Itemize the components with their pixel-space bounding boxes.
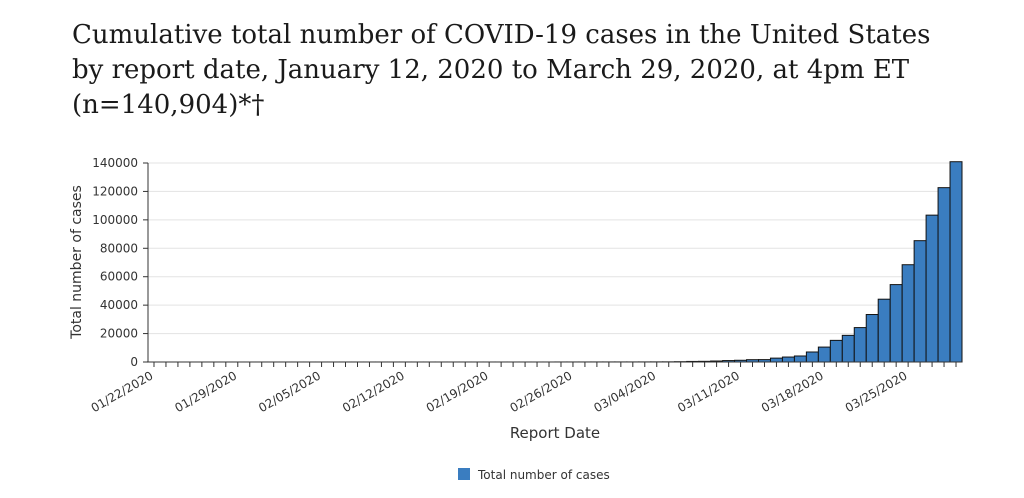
bar bbox=[865, 314, 879, 363]
bar bbox=[781, 356, 795, 363]
y-tick-label: 60000 bbox=[100, 270, 138, 284]
x-tick-label: 03/25/2020 bbox=[843, 368, 910, 415]
bar bbox=[841, 334, 855, 363]
y-tick-label: 120000 bbox=[92, 184, 138, 198]
bar bbox=[853, 327, 867, 363]
y-tick-label: 40000 bbox=[100, 298, 138, 312]
x-tick-label: 02/05/2020 bbox=[256, 368, 323, 415]
y-tick-label: 0 bbox=[130, 355, 138, 369]
bar bbox=[913, 240, 927, 363]
x-axis-label: Report Date bbox=[510, 424, 600, 442]
bar bbox=[829, 339, 843, 363]
chart-title: Cumulative total number of COVID-19 case… bbox=[72, 20, 931, 120]
legend-label: Total number of cases bbox=[477, 468, 610, 482]
y-axis-label: Total number of cases bbox=[69, 185, 85, 340]
bar bbox=[889, 284, 903, 363]
bar bbox=[769, 357, 783, 363]
x-tick-label: 03/04/2020 bbox=[591, 368, 658, 415]
y-tick-label: 140000 bbox=[92, 156, 138, 170]
bar bbox=[877, 298, 891, 363]
bar bbox=[793, 355, 807, 363]
x-tick-label: 02/19/2020 bbox=[424, 368, 491, 415]
y-tick-label: 80000 bbox=[100, 241, 138, 255]
x-tick-label: 01/22/2020 bbox=[89, 368, 156, 415]
bar bbox=[937, 187, 951, 363]
x-tick-label: 02/12/2020 bbox=[340, 368, 407, 415]
bar bbox=[925, 214, 939, 363]
x-tick-label: 01/29/2020 bbox=[172, 368, 239, 415]
bar bbox=[901, 264, 915, 363]
x-tick-label: 02/26/2020 bbox=[508, 368, 575, 415]
y-tick-label: 100000 bbox=[92, 213, 138, 227]
legend-swatch bbox=[458, 468, 470, 480]
bar bbox=[817, 346, 831, 363]
y-tick-label: 20000 bbox=[100, 327, 138, 341]
bar bbox=[949, 161, 963, 363]
x-tick-label: 03/11/2020 bbox=[675, 368, 742, 415]
x-tick-label: 03/18/2020 bbox=[759, 368, 826, 415]
bar bbox=[805, 351, 819, 363]
